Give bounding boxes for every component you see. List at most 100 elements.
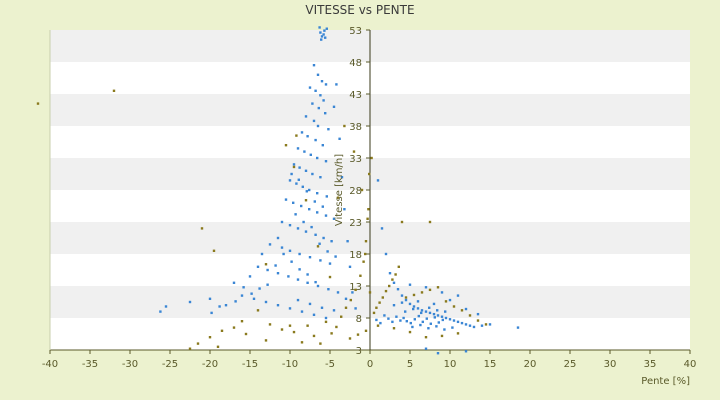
data-point-blue <box>248 275 252 278</box>
data-point-blue <box>280 220 284 224</box>
data-point-blue <box>376 179 380 182</box>
data-point-blue <box>208 297 212 300</box>
data-point-olive <box>424 336 428 339</box>
data-point-blue <box>320 80 324 83</box>
data-point-blue <box>468 324 472 327</box>
data-point-olive <box>397 265 400 268</box>
data-point-blue <box>400 294 404 297</box>
data-point-blue <box>316 156 319 160</box>
data-point-blue <box>276 236 280 240</box>
data-point-olive <box>212 249 216 252</box>
data-point-blue <box>319 94 322 97</box>
data-point-blue <box>288 307 292 310</box>
data-point-blue <box>441 318 444 322</box>
data-point-blue <box>296 278 300 281</box>
chart-title: VITESSE vs PENTE <box>305 3 414 17</box>
data-point-blue <box>348 265 352 268</box>
data-point-blue <box>304 230 308 233</box>
data-point-blue <box>325 27 328 30</box>
data-point-olive <box>391 278 394 281</box>
data-point-olive <box>324 320 328 324</box>
data-point-olive <box>264 339 268 342</box>
data-point-blue <box>419 323 422 327</box>
data-point-blue <box>409 321 412 325</box>
data-point-blue <box>326 250 329 253</box>
data-point-blue <box>327 128 330 131</box>
data-point-blue <box>242 286 245 289</box>
data-point-olive <box>280 328 284 331</box>
data-point-olive <box>364 329 368 332</box>
x-tick-label: -25 <box>162 359 178 370</box>
data-point-blue <box>311 172 314 176</box>
data-point-blue <box>412 307 415 311</box>
data-point-blue <box>316 73 320 76</box>
data-point-blue <box>384 252 388 256</box>
data-point-blue <box>164 305 168 308</box>
data-point-blue <box>416 300 420 303</box>
data-point-blue <box>424 347 428 350</box>
data-point-olive <box>384 289 388 293</box>
data-point-olive <box>343 124 346 128</box>
data-point-blue <box>340 176 344 179</box>
data-point-blue <box>424 286 428 289</box>
data-point-olive <box>360 188 364 192</box>
data-point-blue <box>288 224 292 227</box>
data-point-blue <box>288 249 292 252</box>
data-point-blue <box>420 311 423 315</box>
data-point-blue <box>400 301 404 304</box>
data-point-blue <box>387 317 390 320</box>
data-point-olive <box>330 332 333 335</box>
data-point-blue <box>322 99 325 102</box>
x-tick-label: -10 <box>282 359 298 370</box>
data-point-blue <box>314 89 317 92</box>
data-point-blue <box>516 326 520 329</box>
data-point-blue <box>395 315 398 318</box>
y-tick-label: 3 <box>356 346 362 357</box>
data-point-blue <box>321 205 324 208</box>
data-point-blue <box>300 131 304 134</box>
data-point-olive <box>388 284 391 288</box>
data-point-olive <box>460 309 464 312</box>
data-point-blue <box>343 208 346 211</box>
data-point-olive <box>368 291 372 294</box>
data-point-olive <box>112 89 116 92</box>
data-point-olive <box>196 342 200 345</box>
data-point-blue <box>440 291 444 294</box>
data-point-blue <box>210 311 213 315</box>
data-point-blue <box>308 86 312 89</box>
data-point-blue <box>303 150 306 153</box>
x-tick-label: -20 <box>202 359 218 370</box>
data-point-olive <box>476 319 480 322</box>
data-point-blue <box>290 172 293 176</box>
data-point-blue <box>332 217 336 220</box>
data-point-blue <box>314 138 317 142</box>
data-point-olive <box>366 217 369 220</box>
x-tick-labels: -40 -35 -30 -25 -20 -15 -10 -5 0 5 10 15 20 25 30 35 40 <box>42 359 697 370</box>
y-axis-label: Vitesse [km/h] <box>334 154 345 226</box>
data-point-blue <box>428 311 432 315</box>
data-point-olive <box>208 336 212 339</box>
data-point-olive <box>200 227 204 230</box>
x-tick-label: 10 <box>444 359 457 370</box>
data-point-blue <box>298 268 301 271</box>
data-point-blue <box>464 323 468 326</box>
data-point-blue <box>300 204 303 208</box>
data-point-olive <box>319 342 322 345</box>
data-point-blue <box>444 316 448 320</box>
y-tick-label: 33 <box>349 154 362 165</box>
data-point-blue <box>297 178 300 181</box>
data-point-olive <box>468 314 472 317</box>
data-point-blue <box>232 281 236 284</box>
data-point-blue <box>312 313 316 316</box>
data-point-blue <box>334 255 337 258</box>
data-point-blue <box>324 160 328 163</box>
data-point-blue <box>404 310 407 313</box>
data-point-blue <box>306 273 309 276</box>
data-point-olive <box>392 327 396 330</box>
data-point-blue <box>448 318 452 321</box>
data-point-olive <box>348 337 352 340</box>
data-point-blue <box>292 163 296 166</box>
data-point-olive <box>354 288 357 292</box>
